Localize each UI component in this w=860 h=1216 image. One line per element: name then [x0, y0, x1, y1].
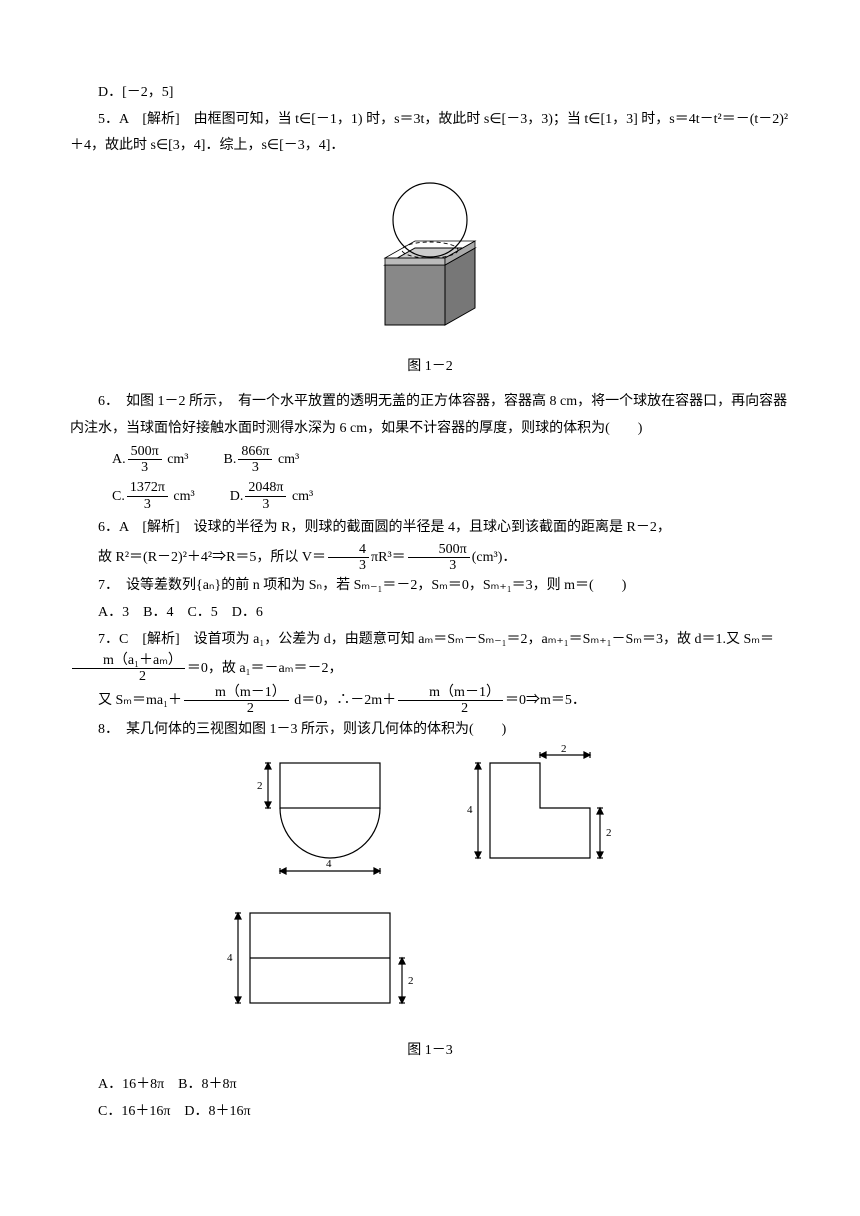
- q7-ans-l1: 7．C [解析] 设首项为 a₁，公差为 d，由题意可知 aₘ＝Sₘ－Sₘ₋₁＝…: [70, 627, 790, 685]
- svg-text:4: 4: [467, 804, 473, 816]
- figure-1-3-row1: 2 4 4 2: [70, 743, 790, 883]
- q6-ans-f2n: 500π: [408, 542, 470, 558]
- fig12-caption: 图 1－2: [70, 354, 790, 381]
- q8-opts-row2: C．16＋16π D．8＋16π: [70, 1099, 790, 1126]
- q7-ans-l2: 又 Sₘ＝ma₁＋m（m－1）2 d＝0，∴－2m＋m（m－1）2＝0⇒m＝5．: [70, 685, 790, 717]
- fig13-caption: 图 1－3: [70, 1038, 790, 1065]
- q7-opts: A．3 B．4 C．5 D．6: [70, 600, 790, 627]
- q7-ans-l1b: ＝0，故 a₁＝－aₘ＝－2，: [187, 661, 343, 676]
- q7-ans-l2a: 又 Sₘ＝ma₁＋: [98, 693, 182, 708]
- q6-a-num: 500π: [128, 444, 162, 460]
- svg-text:2: 2: [408, 975, 414, 987]
- q6-b-unit: cm³: [274, 452, 299, 467]
- q6-ans-f2d: 3: [408, 558, 470, 573]
- q6-d-unit: cm³: [288, 489, 313, 504]
- q6-b-num: 866π: [238, 444, 272, 460]
- svg-text:2: 2: [257, 780, 263, 792]
- q6-ans-line2: 故 R²＝(R－2)²＋4²⇒R＝5，所以 V＝43πR³＝500π3(cm³)…: [70, 542, 790, 574]
- q6-d-den: 3: [245, 497, 286, 512]
- figure-1-3-row2: 4 2: [210, 893, 790, 1034]
- q7-ans-l2c: ＝0⇒m＝5．: [505, 693, 586, 708]
- svg-text:2: 2: [561, 743, 567, 755]
- q6-ans-line1: 6．A [解析] 设球的半径为 R，则球的截面圆的半径是 4，且球心到该截面的距…: [70, 515, 790, 542]
- q7-f3n: m（m－1）: [398, 685, 503, 701]
- svg-text:4: 4: [227, 952, 233, 964]
- q6-c-unit: cm³: [170, 489, 195, 504]
- q6-ans-tail: (cm³)．: [472, 550, 517, 565]
- q7-f1d: 2: [72, 669, 185, 684]
- q6-ans-f1n: 4: [328, 542, 369, 558]
- q7-f3d: 2: [398, 701, 503, 716]
- q6-ans-l2a: 故 R²＝(R－2)²＋4²⇒R＝5，所以 V＝: [98, 550, 326, 565]
- q6-d-num: 2048π: [245, 480, 286, 496]
- q6-b-den: 3: [238, 460, 272, 475]
- q6-stem: 6． 如图 1－2 所示， 有一个水平放置的透明无盖的正方体容器，容器高 8 c…: [70, 389, 790, 442]
- q7-f2d: 2: [184, 701, 289, 716]
- q6-options-row1: A.500π3 cm³ B.866π3 cm³: [112, 442, 790, 478]
- q7-ans-l2b: d＝0，∴－2m＋: [291, 693, 396, 708]
- q7-stem: 7． 设等差数列{aₙ}的前 n 项和为 Sₙ，若 Sₘ₋₁＝－2，Sₘ＝0，S…: [70, 573, 790, 600]
- q6-ans-mid: πR³＝: [371, 550, 406, 565]
- svg-text:4: 4: [326, 858, 332, 870]
- q8-stem: 8． 某几何体的三视图如图 1－3 所示，则该几何体的体积为( ): [70, 717, 790, 744]
- q6-a-den: 3: [128, 460, 162, 475]
- q7-f1n: m（a₁＋aₘ）: [72, 653, 185, 669]
- svg-text:2: 2: [606, 827, 612, 839]
- q6-c-num: 1372π: [127, 480, 168, 496]
- q6-ans-f1d: 3: [328, 558, 369, 573]
- q7-ans-l1a: 7．C [解析] 设首项为 a₁，公差为 d，由题意可知 aₘ＝Sₘ－Sₘ₋₁＝…: [98, 632, 774, 647]
- q6-a-unit: cm³: [164, 452, 189, 467]
- q6-options-row2: C.1372π3 cm³ D.2048π3 cm³: [112, 479, 790, 515]
- q7-f2n: m（m－1）: [184, 685, 289, 701]
- q5-answer: 5．A [解析] 由框图可知，当 t∈[－1，1) 时，s＝3t，故此时 s∈[…: [70, 107, 790, 160]
- figure-1-2: [70, 170, 790, 351]
- q8-opts-row1: A．16＋8π B．8＋8π: [70, 1072, 790, 1099]
- q5-opt-d: D．[－2，5]: [70, 80, 790, 107]
- q6-c-den: 3: [127, 497, 168, 512]
